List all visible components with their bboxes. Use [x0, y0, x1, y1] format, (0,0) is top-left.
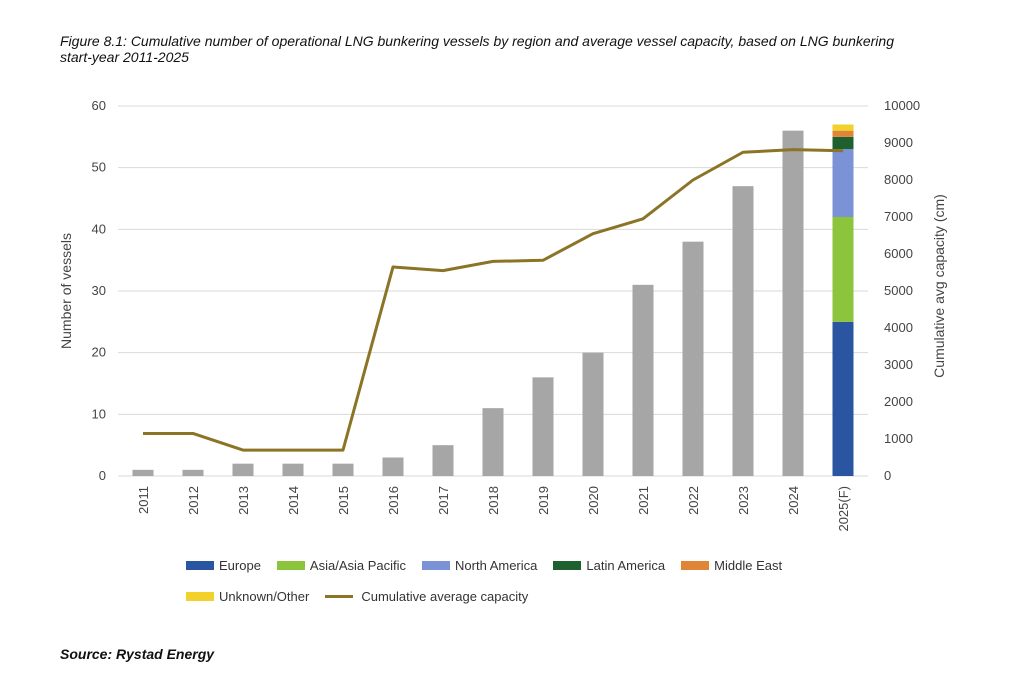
legend-swatch	[553, 560, 582, 570]
legend: Europe Asia/Asia Pacific North America Lati…	[186, 556, 846, 618]
y-tick-label: 0	[99, 468, 106, 483]
bar-segment-asia-asia-pacific	[832, 217, 854, 322]
legend-swatch	[422, 560, 451, 570]
bar-total-2015	[332, 463, 354, 476]
y-tick-label: 60	[92, 98, 106, 113]
bar-segment-latin-america	[832, 136, 854, 150]
x-tick-label: 2011	[136, 486, 151, 514]
figure-source: Source: Rystad Energy	[60, 646, 215, 662]
x-tick-label: 2015	[336, 486, 351, 515]
y-axis-title: Number of vessels	[58, 233, 74, 349]
bar-segment-middle-east	[832, 130, 854, 137]
y2-tick-label: 4000	[884, 320, 913, 335]
y2-tick-label: 10000	[884, 98, 920, 113]
y-tick-label: 20	[92, 345, 106, 360]
legend-label: Asia/Asia Pacific	[309, 557, 407, 573]
x-tick-label: 2018	[486, 486, 501, 515]
legend-swatch	[681, 560, 710, 570]
bar-total-2011	[132, 469, 154, 476]
y2-tick-label: 5000	[884, 283, 913, 298]
y2-tick-label: 0	[884, 468, 891, 483]
legend-label: Latin America	[586, 557, 666, 573]
legend-row: Unknown/Other Cumulative average capacity	[186, 587, 846, 605]
bar-total-2012	[182, 469, 204, 476]
x-tick-label: 2025(F)	[836, 486, 851, 532]
x-tick-label: 2020	[586, 486, 601, 515]
x-tick-label: 2012	[186, 486, 201, 515]
legend-label: Unknown/Other	[219, 588, 310, 604]
y-tick-label: 10	[92, 406, 106, 421]
y2-tick-label: 8000	[884, 172, 913, 187]
bar-total-2023	[732, 186, 754, 476]
bar-total-2018	[482, 408, 504, 476]
x-tick-label: 2014	[286, 486, 301, 515]
legend-item-unknown-other: Unknown/Other	[186, 589, 309, 604]
legend-item-middle-east: Middle East	[681, 558, 782, 573]
legend-swatch	[186, 591, 214, 601]
legend-item-north-america: North America	[422, 558, 537, 573]
bar-total-2014	[282, 463, 304, 476]
y-tick-label: 50	[92, 160, 106, 175]
bar-segment-north-america	[832, 149, 854, 217]
y-tick-label: 40	[92, 221, 106, 236]
legend-label: Cumulative average capacity	[361, 588, 529, 604]
legend-item-europe: Europe	[186, 558, 261, 573]
figure-title: Figure 8.1: Cumulative number of operati…	[60, 33, 894, 65]
legend-item-latin-america: Latin America	[553, 558, 665, 573]
bar-segment-europe	[832, 321, 854, 476]
y2-tick-label: 7000	[884, 209, 913, 224]
y2-tick-label: 2000	[884, 394, 913, 409]
bar-total-2024	[782, 130, 804, 476]
legend-swatch	[276, 560, 305, 570]
legend-item-cumulative-average-capacity: Cumulative average capacity	[325, 589, 528, 604]
bar-total-2019	[532, 377, 554, 476]
y2-tick-label: 6000	[884, 246, 913, 261]
y2-tick-label: 1000	[884, 431, 913, 446]
legend-swatch	[186, 560, 214, 570]
x-tick-label: 2023	[736, 486, 751, 515]
legend-row: Europe Asia/Asia Pacific North America Lati…	[186, 556, 846, 574]
x-tick-label: 2019	[536, 486, 551, 515]
x-tick-label: 2016	[386, 486, 401, 515]
bar-total-2016	[382, 457, 404, 476]
y-tick-label: 30	[92, 283, 106, 298]
x-tick-label: 2022	[686, 486, 701, 515]
x-tick-label: 2017	[436, 486, 451, 515]
legend-label: Middle East	[714, 557, 783, 573]
legend-item-asia-asia-pacific: Asia/Asia Pacific	[276, 557, 407, 573]
legend-swatch	[325, 594, 354, 598]
bar-total-2022	[682, 241, 704, 476]
bar-total-2020	[582, 352, 604, 476]
y2-tick-label: 3000	[884, 357, 913, 372]
y2-tick-label: 9000	[884, 135, 913, 150]
legend-label: North America	[455, 557, 538, 573]
bar-segment-unknown-other	[832, 124, 854, 131]
x-tick-label: 2013	[236, 486, 251, 515]
capacity-line	[143, 148, 844, 452]
y2-axis-title: Cumulative avg capacity (cm)	[931, 194, 947, 378]
legend-label: Europe	[219, 557, 261, 573]
x-tick-label: 2021	[636, 486, 651, 515]
x-tick-label: 2024	[786, 486, 801, 515]
bar-total-2017	[432, 445, 454, 476]
bar-total-2013	[232, 463, 254, 476]
bar-total-2021	[632, 284, 654, 476]
